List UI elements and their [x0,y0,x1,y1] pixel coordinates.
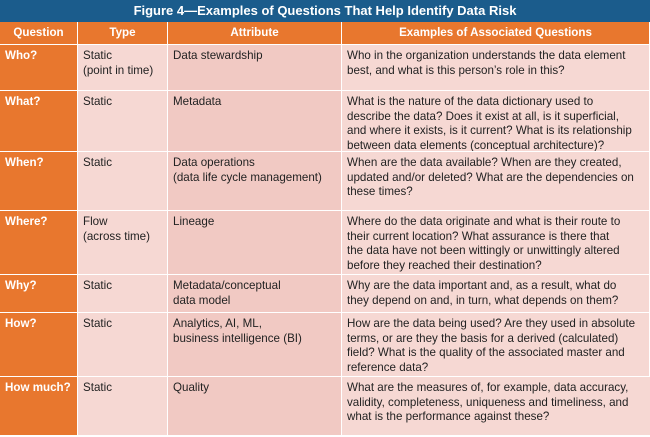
cell-text: What is the nature of the data dictionar… [347,95,594,108]
question-cell: Where? [0,211,78,275]
cell-text: reference data? [347,360,429,374]
table-cell: Metadata [168,91,342,152]
cell-text: terms, or are they the basis for a deriv… [347,331,619,345]
table-cell: Static [78,91,168,152]
cell-text: best, and what is this person’s role in … [347,63,565,77]
table-cell: Static [78,275,168,313]
cell-text: What? [5,95,41,108]
cell-text: (across time) [83,229,150,243]
cell-text: Why are the data important and, as a res… [347,279,617,292]
cell-text: before they reached their destination? [347,258,542,272]
cell-text: they depend on and, in turn, what depend… [347,293,619,307]
cell-text: describe the data? Does it exist at all,… [347,109,619,123]
cell-text: How are the data being used? Are they us… [347,317,636,330]
cell-text: Static [83,317,112,330]
header-cell: Attribute [168,22,342,45]
cell-text: Who in the organization understands the … [347,49,626,62]
table-cell: Lineage [168,211,342,275]
cell-text: Where do the data originate and what is … [347,215,621,228]
cell-text: business intelligence (BI) [173,331,302,345]
cell-text: Lineage [173,215,215,228]
cell-text: Static [83,156,112,169]
cell-text: Quality [173,381,210,394]
table-cell: Data operations (data life cycle manageme… [168,152,342,211]
cell-text: How? [5,317,37,330]
question-cell: How much? [0,377,78,436]
table-cell: Flow (across time) [78,211,168,275]
cell-text: When are the data available? When are th… [347,156,622,169]
cell-text: When? [5,156,44,169]
table-cell: Static [78,152,168,211]
cell-text: validity, completeness, uniqueness and t… [347,395,629,409]
cell-text: data model [173,293,231,307]
cell-text: and where it exists, is it current? What… [347,124,632,138]
table-cell: Static [78,313,168,377]
cell-text: Flow [83,215,108,228]
cell-text: what is the performance against these? [347,410,550,424]
cell-text: Who? [5,49,38,62]
cell-text: Static [83,95,112,108]
cell-text: Data operations [173,156,255,169]
cell-text: (point in time) [83,63,154,77]
cell-text: their current location? What assurance i… [347,229,610,243]
table-cell: Static (point in time) [78,45,168,91]
cell-text: Static [83,279,112,292]
cell-text: Why? [5,279,37,292]
table-cell: Quality [168,377,342,436]
table-cell: How are the data being used? Are they us… [342,313,650,377]
table-cell: Data stewardship [168,45,342,91]
header-cell: Type [78,22,168,45]
table-cell: What is the nature of the data dictionar… [342,91,650,152]
table-cell: Metadata/conceptual data model [168,275,342,313]
table-cell: Analytics, AI, ML, business intelligence … [168,313,342,377]
table-cell: What are the measures of, for example, d… [342,377,650,436]
table-cell: Who in the organization understands the … [342,45,650,91]
table-cell: When are the data available? When are th… [342,152,650,211]
cell-text: updated and/or deleted? What are the dep… [347,170,634,184]
table-cell: Static [78,377,168,436]
question-cell: What? [0,91,78,152]
cell-text: the data have not been wittingly or unwi… [347,244,620,258]
cell-text: Static [83,381,112,394]
cell-text: field? What is the quality of the associ… [347,346,625,360]
header-cell: Examples of Associated Questions [342,22,650,45]
cell-text: Metadata/conceptual [173,279,281,292]
question-cell: How? [0,313,78,377]
question-cell: Who? [0,45,78,91]
table-cell: Why are the data important and, as a res… [342,275,650,313]
table-cell: Where do the data originate and what is … [342,211,650,275]
question-cell: Why? [0,275,78,313]
cell-text: between data elements (conceptual archit… [347,138,605,152]
cell-text: (data life cycle management) [173,170,322,184]
cell-text: Metadata [173,95,222,108]
cell-text: Where? [5,215,48,228]
cell-text: these times? [347,185,413,199]
table: Question Type Attribute Examples of Associa… [0,22,650,436]
header-cell: Question [0,22,78,45]
cell-text: Data stewardship [173,49,263,62]
table-title: Figure 4—Examples of Questions That Help… [0,0,650,22]
cell-text: What are the measures of, for example, d… [347,381,629,394]
cell-text: Analytics, AI, ML, [173,317,262,330]
cell-text: Static [83,49,112,62]
cell-text: How much? [5,381,71,394]
question-cell: When? [0,152,78,211]
